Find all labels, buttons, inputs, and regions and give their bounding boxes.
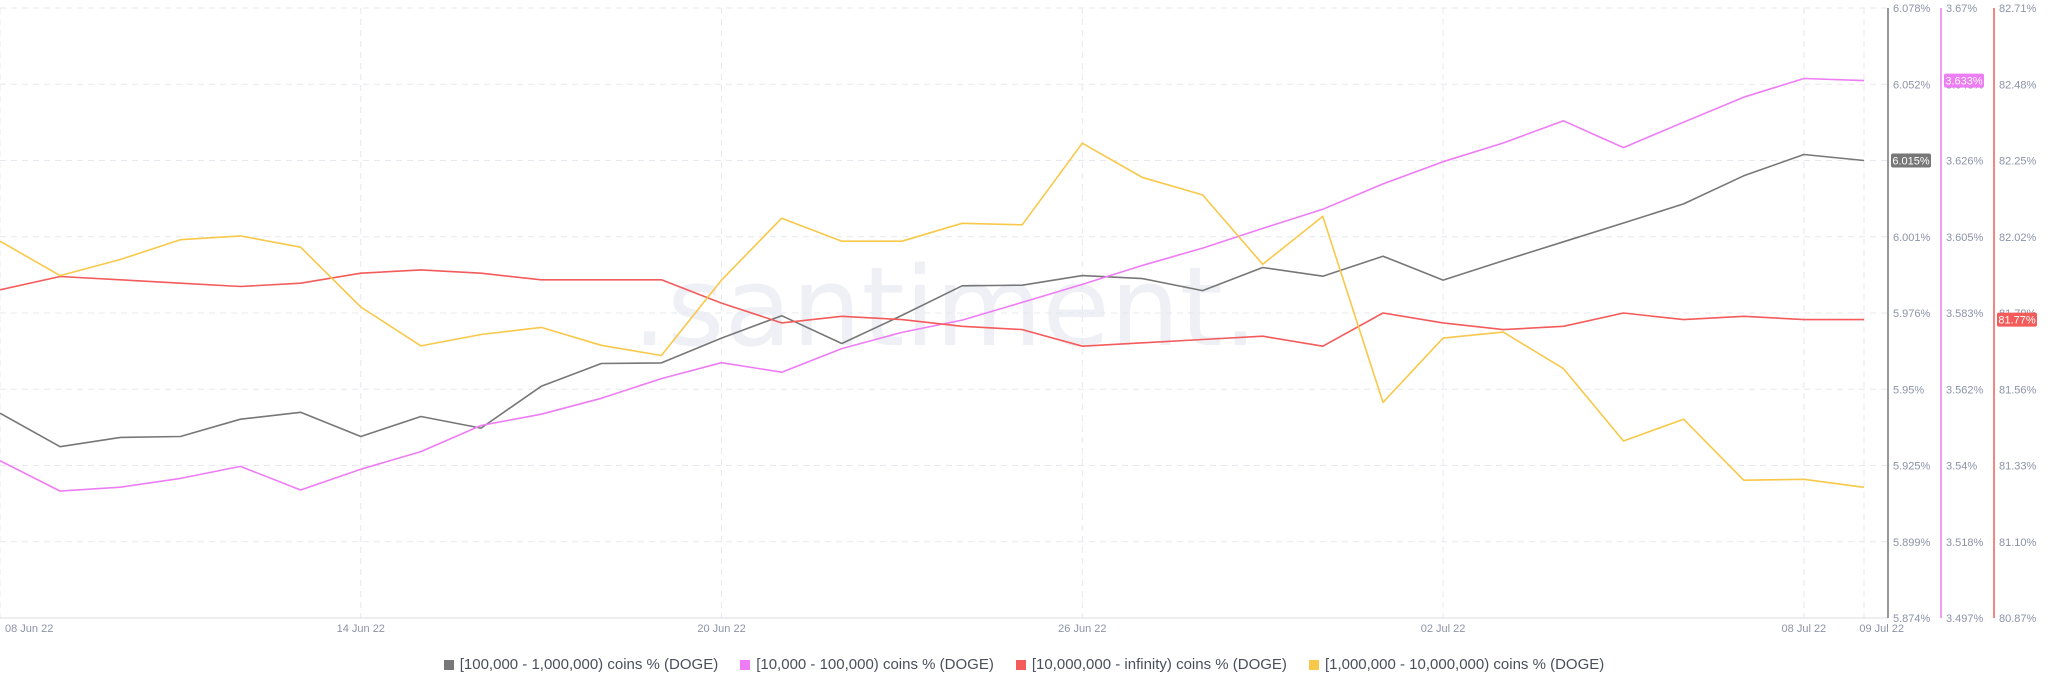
y-tick-label: 3.67% — [1946, 3, 1977, 15]
x-tick-label: 08 Jul 22 — [1782, 623, 1827, 635]
last-value-badges: 6.015% 3.633% 81.77% — [1891, 74, 2037, 327]
y-tick-label: 80.87% — [1999, 613, 2037, 625]
last-value-label: 3.633% — [1945, 76, 1983, 88]
y-tick-label: 3.562% — [1946, 384, 1984, 396]
y-tick-label: 5.95% — [1893, 384, 1924, 396]
x-tick-label: 26 Jun 22 — [1058, 623, 1106, 635]
y-tick-label: 3.626% — [1946, 156, 1984, 168]
y-tick-label: 3.497% — [1946, 613, 1984, 625]
legend-item[interactable]: [10,000,000 - infinity) coins % (DOGE) — [1016, 656, 1287, 673]
y-tick-label: 82.02% — [1999, 232, 2037, 244]
y-tick-label: 81.56% — [1999, 384, 2037, 396]
x-axis: 08 Jun 22 14 Jun 22 20 Jun 22 26 Jun 22 02 J… — [5, 623, 1904, 635]
x-tick-label: 08 Jun 22 — [5, 623, 53, 635]
legend-label: [10,000 - 100,000) coins % (DOGE) — [756, 656, 994, 673]
y-tick-label: 5.925% — [1893, 461, 1931, 473]
last-value-label: 81.77% — [1998, 315, 2036, 327]
x-tick-label: 20 Jun 22 — [697, 623, 745, 635]
legend-swatch — [1309, 660, 1319, 670]
legend-label: [1,000,000 - 10,000,000) coins % (DOGE) — [1325, 656, 1604, 673]
last-value-badge: 81.77% — [1997, 313, 2037, 327]
y-tick-label: 3.583% — [1946, 308, 1984, 320]
y-tick-label: 6.001% — [1893, 232, 1931, 244]
legend-swatch — [1016, 660, 1026, 670]
y-tick-label: 6.078% — [1893, 3, 1931, 15]
last-value-badge: 3.633% — [1944, 74, 1984, 88]
chart-legend: [100,000 - 1,000,000) coins % (DOGE) [10,… — [0, 656, 2048, 673]
last-value-badge: 6.015% — [1891, 154, 1931, 168]
series-line-0 — [0, 155, 1864, 447]
y-tick-label: 82.71% — [1999, 3, 2037, 15]
legend-item[interactable]: [10,000 - 100,000) coins % (DOGE) — [740, 656, 994, 673]
y-tick-label: 3.605% — [1946, 232, 1984, 244]
x-tick-label: 09 Jul 22 — [1859, 623, 1904, 635]
legend-item[interactable]: [1,000,000 - 10,000,000) coins % (DOGE) — [1309, 656, 1604, 673]
y-tick-label: 5.899% — [1893, 537, 1931, 549]
x-tick-label: 02 Jul 22 — [1421, 623, 1466, 635]
legend-label: [10,000,000 - infinity) coins % (DOGE) — [1032, 656, 1287, 673]
y-tick-label: 81.33% — [1999, 461, 2037, 473]
x-tick-label: 14 Jun 22 — [337, 623, 385, 635]
y-tick-label: 82.25% — [1999, 156, 2037, 168]
legend-item[interactable]: [100,000 - 1,000,000) coins % (DOGE) — [444, 656, 718, 673]
y-tick-label: 82.48% — [1999, 79, 2037, 91]
line-chart: .santiment. 6.078%6.052%6.027%6.001%5.97… — [0, 0, 2048, 650]
y-tick-label: 81.10% — [1999, 537, 2037, 549]
y-tick-label: 6.052% — [1893, 79, 1931, 91]
y-tick-label: 3.54% — [1946, 461, 1977, 473]
y-tick-label: 5.976% — [1893, 308, 1931, 320]
watermark: .santiment. — [632, 243, 1258, 371]
last-value-label: 6.015% — [1892, 156, 1930, 168]
legend-label: [100,000 - 1,000,000) coins % (DOGE) — [460, 656, 718, 673]
y-tick-label: 3.518% — [1946, 537, 1984, 549]
legend-swatch — [444, 660, 454, 670]
legend-swatch — [740, 660, 750, 670]
